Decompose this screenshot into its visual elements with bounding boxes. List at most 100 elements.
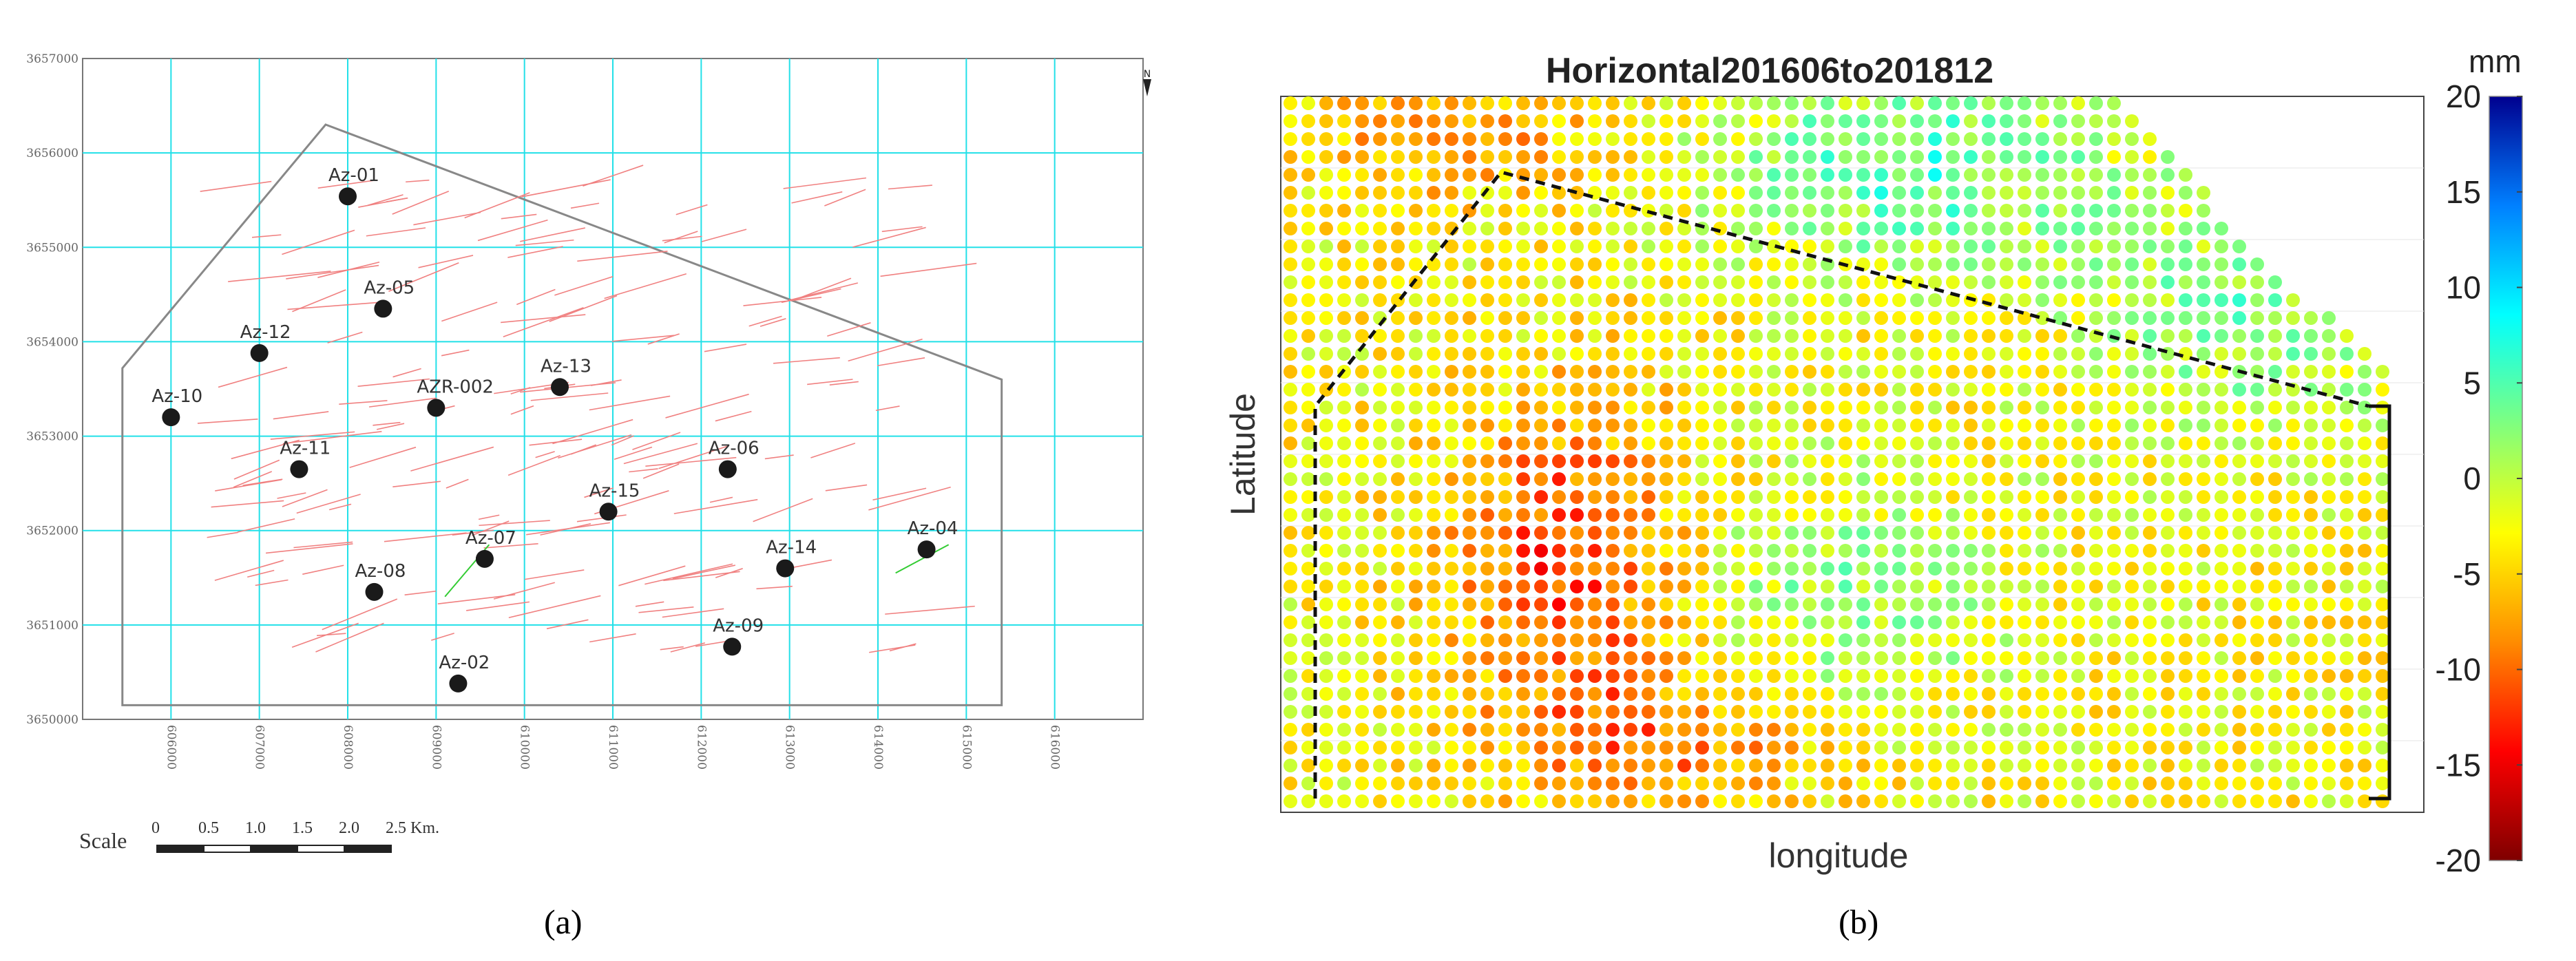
- displacement-point: [2018, 687, 2031, 701]
- displacement-point: [1355, 741, 1369, 754]
- displacement-point: [1373, 401, 1387, 414]
- displacement-point: [2035, 275, 2049, 289]
- displacement-point: [1982, 615, 1996, 629]
- displacement-point: [1803, 669, 1816, 683]
- displacement-point: [1588, 329, 1602, 343]
- displacement-point: [2000, 311, 2013, 325]
- displacement-point: [1731, 508, 1745, 522]
- displacement-point: [2322, 472, 2336, 486]
- displacement-point: [1552, 508, 1566, 522]
- colorbar-tick-label: 15: [2446, 174, 2481, 210]
- displacement-point: [1659, 741, 1673, 754]
- displacement-point: [1874, 401, 1888, 414]
- displacement-point: [1659, 580, 1673, 593]
- displacement-point: [2340, 794, 2354, 808]
- displacement-point: [1570, 204, 1584, 218]
- displacement-point: [2179, 759, 2192, 772]
- displacement-point: [1606, 598, 1620, 611]
- displacement-point: [2250, 472, 2264, 486]
- displacement-point: [1767, 275, 1781, 289]
- displacement-point: [1606, 526, 1620, 540]
- displacement-point: [1480, 454, 1494, 468]
- displacement-point: [1856, 759, 1870, 772]
- displacement-point: [1982, 329, 1996, 343]
- displacement-point: [2035, 436, 2049, 450]
- displacement-point: [1946, 454, 1960, 468]
- displacement-point: [1409, 615, 1423, 629]
- displacement-point: [1892, 562, 1906, 575]
- displacement-point: [1821, 419, 1834, 432]
- displacement-point: [1534, 615, 1548, 629]
- colorbar-tick-label: 20: [2446, 78, 2481, 114]
- panel-a-svg: 3657000365600036550003654000365300036520…: [26, 52, 1151, 853]
- displacement-point: [1534, 257, 1548, 271]
- displacement-point: [1928, 293, 1942, 307]
- displacement-point: [1642, 311, 1655, 325]
- displacement-point: [1606, 311, 1620, 325]
- displacement-point: [1839, 508, 1852, 522]
- displacement-point: [1624, 759, 1637, 772]
- displacement-point: [2143, 598, 2157, 611]
- displacement-point: [1785, 490, 1799, 504]
- displacement-point: [1284, 365, 1297, 379]
- displacement-point: [2197, 615, 2210, 629]
- displacement-point: [1982, 759, 1996, 772]
- displacement-point: [1409, 257, 1423, 271]
- well-dot: [162, 408, 180, 427]
- displacement-point: [1964, 347, 1978, 361]
- displacement-point: [1731, 204, 1745, 218]
- displacement-point: [1874, 293, 1888, 307]
- displacement-point: [2143, 401, 2157, 414]
- displacement-point: [1982, 687, 1996, 701]
- displacement-point: [2376, 365, 2389, 379]
- displacement-point: [1480, 759, 1494, 772]
- displacement-point: [2107, 759, 2121, 772]
- displacement-point: [1624, 240, 1637, 253]
- displacement-point: [1910, 580, 1924, 593]
- displacement-point: [2125, 669, 2139, 683]
- displacement-point: [2018, 580, 2031, 593]
- fracture-segment: [748, 315, 782, 327]
- displacement-point: [1659, 150, 1673, 164]
- displacement-point: [1355, 598, 1369, 611]
- displacement-point: [1749, 490, 1763, 504]
- displacement-point: [2000, 365, 2013, 379]
- displacement-point: [1642, 347, 1655, 361]
- fracture-segment: [322, 598, 398, 631]
- displacement-point: [1964, 598, 1978, 611]
- displacement-point: [2089, 96, 2103, 110]
- displacement-point: [1964, 633, 1978, 647]
- north-arrow-icon: N: [1143, 69, 1151, 96]
- colorbar-tick-label: 10: [2446, 270, 2481, 306]
- displacement-point: [1373, 347, 1387, 361]
- displacement-point: [2197, 222, 2210, 235]
- displacement-point: [2304, 741, 2318, 754]
- displacement-point: [1480, 723, 1494, 737]
- displacement-point: [1391, 633, 1405, 647]
- displacement-point: [1928, 150, 1942, 164]
- displacement-point: [1552, 401, 1566, 414]
- displacement-point: [1982, 419, 1996, 432]
- displacement-point: [1463, 347, 1476, 361]
- displacement-point: [1373, 365, 1387, 379]
- displacement-point: [1874, 777, 1888, 790]
- displacement-point: [2035, 383, 2049, 397]
- displacement-point: [2358, 705, 2371, 719]
- displacement-point: [2000, 257, 2013, 271]
- displacement-point: [2358, 383, 2371, 397]
- displacement-point: [1982, 150, 1996, 164]
- fracture-segment: [418, 255, 474, 268]
- displacement-point: [1785, 741, 1799, 754]
- fracture-segment: [384, 532, 467, 542]
- displacement-point: [1552, 741, 1566, 754]
- displacement-point: [1480, 562, 1494, 575]
- displacement-point: [1480, 257, 1494, 271]
- displacement-point: [1874, 114, 1888, 128]
- displacement-point: [2286, 687, 2300, 701]
- displacement-point: [1409, 777, 1423, 790]
- displacement-point: [1355, 311, 1369, 325]
- displacement-point: [1319, 633, 1333, 647]
- displacement-point: [1463, 669, 1476, 683]
- displacement-point: [1677, 436, 1691, 450]
- displacement-point: [1480, 383, 1494, 397]
